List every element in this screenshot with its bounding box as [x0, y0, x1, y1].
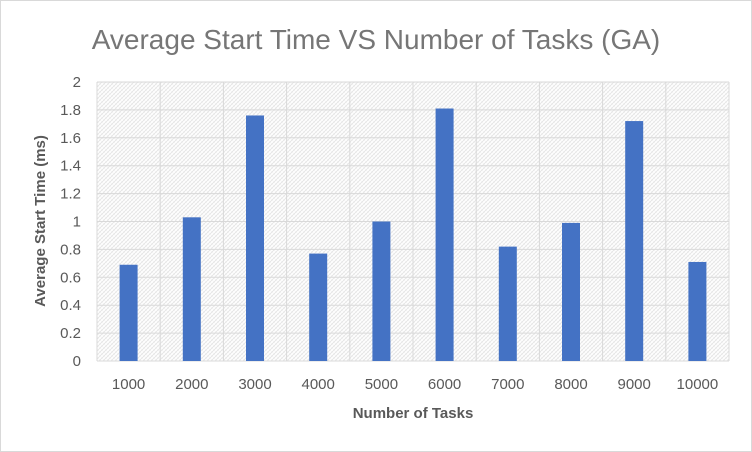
- bar-2000: [182, 217, 201, 361]
- y-tick-label: 0.8: [60, 241, 81, 258]
- x-tick-label: 2000: [175, 376, 208, 393]
- bar-10000: [688, 261, 707, 361]
- y-axis-ticks: 0 0.2 0.4 0.6 0.8 1 1.2 1.4 1.6 1.8 2: [60, 74, 81, 370]
- bar-1000: [119, 264, 138, 361]
- bar-3000: [246, 115, 264, 361]
- x-axis-ticks: 1000 2000 3000 4000 5000 6000 7000 8000 9000 1000…: [112, 376, 718, 393]
- bar-6000: [435, 108, 454, 361]
- x-tick-label: 10000: [677, 376, 719, 393]
- y-axis-title: Average Start Time (ms): [32, 135, 49, 307]
- bar-9000: [625, 121, 644, 361]
- gridlines: [96, 81, 730, 362]
- x-tick-label: 3000: [238, 376, 271, 393]
- x-tick-label: 4000: [302, 376, 335, 393]
- y-tick-label: 0: [73, 353, 81, 370]
- bar-5000: [372, 221, 391, 361]
- y-tick-label: 1.6: [60, 130, 81, 147]
- y-tick-label: 1: [73, 214, 81, 231]
- y-tick-label: 1.4: [60, 158, 81, 175]
- y-tick-label: 1.8: [60, 102, 81, 119]
- x-axis-title: Number of Tasks: [353, 405, 474, 422]
- chart-title: Average Start Time VS Number of Tasks (G…: [92, 24, 661, 55]
- bar-8000: [562, 222, 580, 361]
- x-tick-label: 8000: [554, 376, 587, 393]
- bar-7000: [498, 246, 517, 361]
- x-tick-label: 6000: [428, 376, 461, 393]
- y-tick-label: 0.4: [60, 297, 81, 314]
- y-tick-label: 2: [73, 74, 81, 91]
- bar-4000: [309, 253, 328, 361]
- x-tick-label: 9000: [618, 376, 651, 393]
- bars: [119, 108, 707, 361]
- x-tick-label: 7000: [491, 376, 524, 393]
- x-tick-label: 5000: [365, 376, 398, 393]
- y-tick-label: 0.2: [60, 325, 81, 342]
- x-tick-label: 1000: [112, 376, 145, 393]
- y-tick-label: 1.2: [60, 186, 81, 203]
- y-tick-label: 0.6: [60, 269, 81, 286]
